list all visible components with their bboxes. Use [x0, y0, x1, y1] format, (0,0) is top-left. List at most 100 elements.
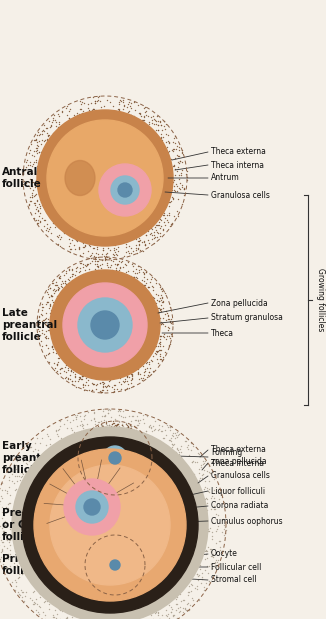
Point — [23, 178, 29, 188]
Point — [133, 545, 138, 555]
Point — [127, 425, 132, 435]
Point — [68, 423, 73, 433]
Point — [127, 425, 132, 435]
Point — [43, 299, 48, 309]
Point — [197, 570, 202, 580]
Point — [190, 457, 195, 467]
Point — [108, 421, 113, 431]
Point — [166, 138, 171, 148]
Point — [125, 383, 130, 393]
Point — [92, 256, 97, 266]
Point — [82, 461, 87, 470]
Point — [166, 130, 171, 140]
Point — [142, 280, 147, 290]
Point — [146, 358, 152, 368]
Point — [0, 505, 5, 515]
Point — [99, 584, 105, 594]
Point — [141, 361, 146, 371]
Point — [96, 579, 101, 589]
Point — [110, 588, 115, 598]
Point — [173, 594, 179, 604]
Point — [132, 582, 137, 592]
Point — [77, 271, 82, 280]
Point — [0, 545, 5, 555]
Point — [101, 382, 106, 392]
Point — [170, 137, 176, 147]
Point — [135, 569, 141, 579]
Point — [135, 435, 140, 445]
Point — [0, 537, 5, 547]
Point — [145, 363, 150, 373]
Point — [127, 542, 133, 552]
Point — [107, 262, 112, 272]
Point — [122, 251, 127, 261]
Point — [138, 557, 143, 567]
Point — [142, 111, 147, 121]
Point — [123, 259, 128, 269]
Point — [88, 432, 93, 442]
Point — [112, 589, 118, 599]
Point — [135, 433, 140, 443]
Point — [30, 587, 35, 597]
Point — [197, 464, 202, 474]
Point — [135, 426, 141, 436]
Point — [143, 358, 149, 368]
Point — [50, 291, 55, 301]
Point — [128, 416, 134, 426]
Circle shape — [50, 270, 160, 380]
Point — [125, 422, 130, 431]
Point — [16, 571, 22, 581]
Point — [73, 412, 78, 422]
Point — [142, 459, 148, 469]
Circle shape — [78, 298, 132, 352]
Point — [121, 586, 126, 596]
Point — [48, 308, 53, 318]
Point — [159, 345, 164, 355]
Point — [126, 535, 132, 545]
Point — [138, 569, 143, 579]
Point — [120, 582, 125, 592]
Point — [152, 119, 157, 129]
Point — [25, 439, 31, 449]
Point — [155, 354, 160, 364]
Point — [72, 270, 77, 280]
Point — [137, 472, 142, 482]
Point — [174, 166, 179, 176]
Point — [53, 287, 58, 297]
Point — [85, 259, 90, 269]
Point — [142, 462, 147, 472]
Point — [49, 290, 54, 300]
Point — [112, 532, 117, 542]
Point — [45, 223, 50, 233]
Point — [42, 319, 47, 329]
Text: Forming
zona pellucida: Forming zona pellucida — [211, 448, 267, 466]
Point — [123, 579, 128, 589]
Point — [5, 551, 10, 561]
Point — [184, 436, 189, 446]
Point — [64, 367, 69, 377]
Point — [158, 133, 164, 143]
Point — [75, 272, 80, 282]
Point — [118, 532, 124, 542]
Point — [151, 114, 156, 124]
Point — [160, 225, 166, 235]
Point — [80, 379, 85, 389]
Point — [73, 410, 78, 420]
Point — [34, 594, 39, 604]
Point — [209, 551, 215, 561]
Point — [121, 262, 126, 272]
Point — [90, 436, 95, 446]
Point — [171, 186, 176, 196]
Point — [161, 352, 166, 361]
Point — [131, 576, 137, 586]
Point — [101, 386, 106, 396]
Point — [135, 558, 140, 568]
Point — [217, 495, 222, 504]
Point — [139, 435, 144, 444]
Point — [146, 461, 152, 470]
Point — [98, 542, 104, 552]
Point — [47, 323, 52, 333]
Point — [95, 261, 100, 271]
Point — [170, 610, 175, 619]
Point — [92, 573, 97, 583]
